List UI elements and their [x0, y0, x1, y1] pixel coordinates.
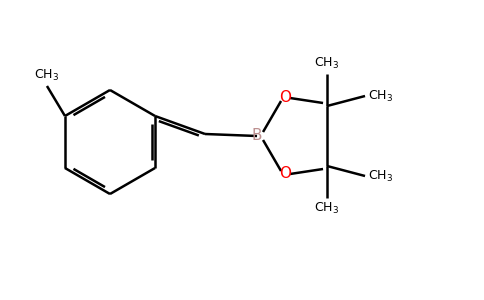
Text: CH$_3$: CH$_3$ [368, 88, 393, 104]
Text: B: B [252, 128, 262, 143]
Text: O: O [279, 167, 291, 182]
Text: CH$_3$: CH$_3$ [315, 201, 340, 216]
Text: CH$_3$: CH$_3$ [34, 68, 60, 83]
Text: O: O [279, 91, 291, 106]
Text: CH$_3$: CH$_3$ [315, 56, 340, 71]
Text: CH$_3$: CH$_3$ [368, 168, 393, 184]
